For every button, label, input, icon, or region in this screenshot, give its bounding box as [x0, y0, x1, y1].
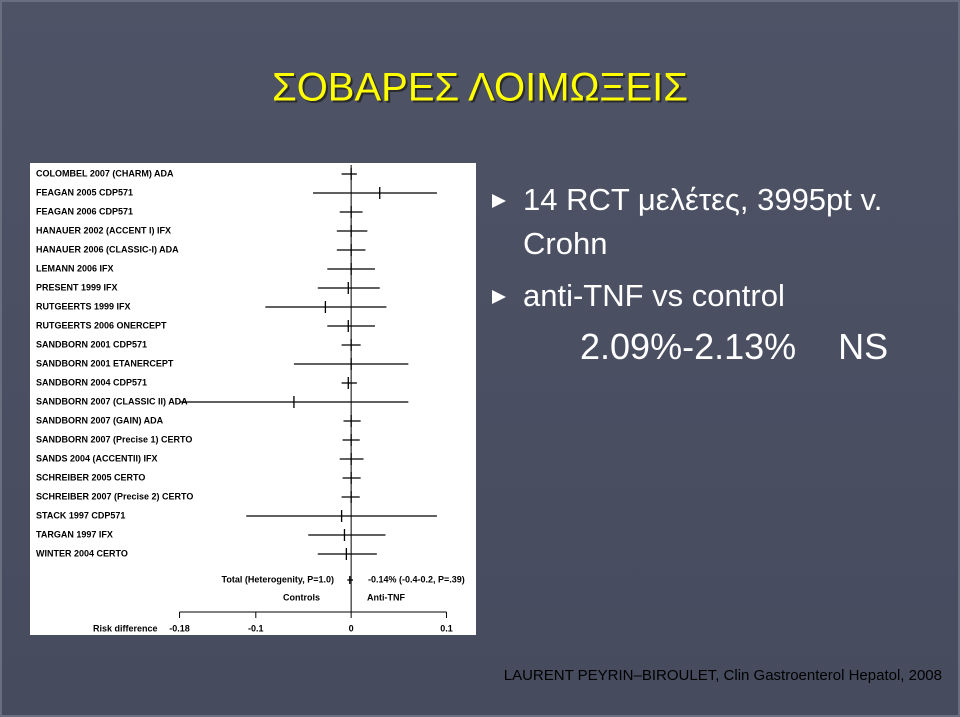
study-label: WINTER 2004 CERTO	[36, 548, 128, 558]
x-tick-label: -0.18	[169, 623, 190, 633]
study-label: SANDBORN 2001 CDP571	[36, 339, 147, 349]
x-tick-label: -0.1	[248, 623, 264, 633]
left-label: Controls	[283, 592, 320, 602]
x-tick-label: 0	[349, 623, 354, 633]
study-label: SANDBORN 2004 CDP571	[36, 377, 147, 387]
result: 2.09%-2.13%	[580, 326, 797, 367]
study-label: STACK 1997 CDP571	[36, 510, 125, 520]
study-label: SANDBORN 2007 (Precise 1) CERTO	[36, 434, 192, 444]
bullet-text: 14 RCT μελέτες, 3995pt v. Crohn	[523, 182, 883, 261]
result-note: NS	[838, 326, 889, 367]
study-label: SANDBORN 2007 (CLASSIC II) ADA	[36, 396, 188, 406]
x-axis-label: Risk difference	[93, 623, 158, 633]
plot-panel	[30, 163, 476, 635]
right-label: Anti-TNF	[367, 592, 405, 602]
study-label: SCHREIBER 2007 (Precise 2) CERTO	[36, 491, 193, 501]
title-shadow: ΣΟΒΑΡΕΣ ΛΟΙΜΩΞΕΙΣ	[274, 68, 690, 112]
x-tick-label: 0.1	[440, 623, 453, 633]
bullet-text: anti-TNF vs control	[523, 278, 785, 313]
study-label: HANAUER 2002 (ACCENT I) IFX	[36, 225, 171, 235]
bullet: anti-TNF vs control	[492, 274, 932, 318]
study-label: HANAUER 2006 (CLASSIC-I) ADA	[36, 244, 179, 254]
study-label: TARGAN 1997 IFX	[36, 529, 113, 539]
study-label: SCHREIBER 2005 CERTO	[36, 472, 145, 482]
study-label: FEAGAN 2006 CDP571	[36, 206, 133, 216]
study-label: COLOMBEL 2007 (CHARM) ADA	[36, 168, 174, 178]
study-label: LEMANN 2006 IFX	[36, 263, 114, 273]
total-label: Total (Heterogenity, P=1.0)	[222, 574, 334, 584]
study-label: FEAGAN 2005 CDP571	[36, 187, 133, 197]
bullet: 14 RCT μελέτες, 3995pt v. Crohn	[492, 178, 932, 266]
study-label: RUTGEERTS 2006 ONERCEPT	[36, 320, 167, 330]
study-label: SANDBORN 2001 ETANERCEPT	[36, 358, 174, 368]
citation: LAURENT PEYRIN–BIROULET, Clin Gastroente…	[504, 667, 942, 684]
study-label: SANDBORN 2007 (GAIN) ADA	[36, 415, 164, 425]
result-line: 2.09%-2.13% NS	[580, 326, 888, 368]
total-value-label: -0.14% (-0.4-0.2, P=.39)	[368, 574, 465, 584]
study-label: PRESENT 1999 IFX	[36, 282, 118, 292]
study-label: RUTGEERTS 1999 IFX	[36, 301, 131, 311]
study-label: SANDS 2004 (ACCENTII) IFX	[36, 453, 158, 463]
title: ΣΟΒΑΡΕΣ ΛΟΙΜΩΞΕΙΣ	[272, 66, 688, 110]
